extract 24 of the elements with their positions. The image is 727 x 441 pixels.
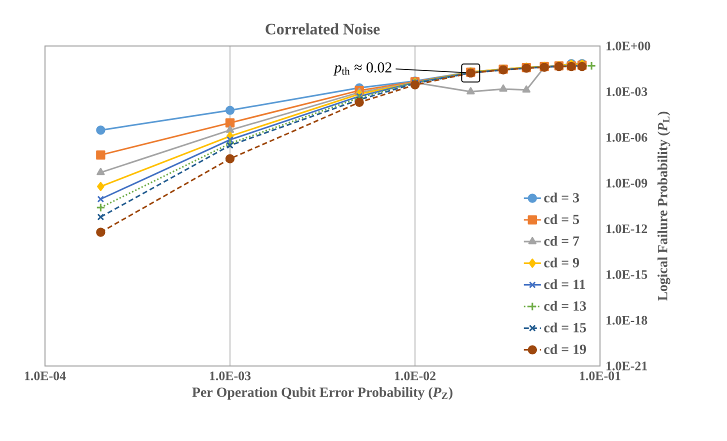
legend-label: cd = 13 [544,300,586,311]
legend-label: cd = 5 [544,214,580,224]
x-tick-label: 1.0E-03 [210,372,251,380]
y-tick-label: 1.0E+00 [606,42,650,50]
x-tick-label: 1.0E-01 [580,372,620,380]
x-tick-label: 1.0E-02 [394,372,436,380]
y-tick-label: 1.0E-21 [606,362,647,370]
y-tick-label: 1.0E-12 [606,224,648,234]
y-axis-title: Logical Failure Probability (P$_{L}$) [658,112,670,301]
y-tick-label: 1.0E-15 [606,270,648,279]
y-tick-label: 1.0E-06 [606,133,648,142]
x-axis-title: Per Operation Qubit Error Probability (P$_{Z}$) [192,387,452,400]
x-tick-label: 1.0E-04 [24,372,66,380]
y-tick-label: 1.0E-03 [606,87,648,96]
annotation: p$_{th}$ ≈ 0.02 [333,62,392,76]
legend-label: cd = 11 [544,279,586,290]
chart-title: Correlated Noise [266,23,380,34]
legend-label: cd = 9 [544,258,580,268]
legend-label: cd = 7 [544,236,580,246]
legend-label: cd = 3 [544,192,580,202]
legend-label: cd = 15 [544,322,586,332]
y-tick-label: 1.0E-18 [606,316,648,325]
y-tick-label: 1.0E-09 [606,178,648,188]
legend-label: cd = 19 [544,344,586,354]
